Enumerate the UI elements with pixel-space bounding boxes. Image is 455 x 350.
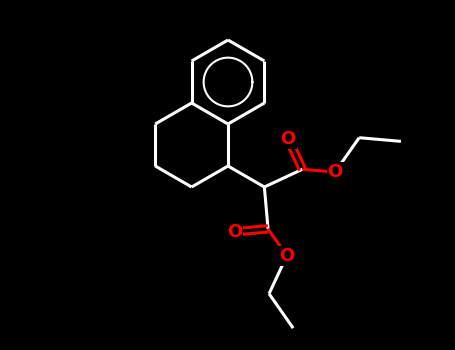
Text: O: O <box>227 223 242 241</box>
Text: O: O <box>328 163 343 181</box>
Text: O: O <box>279 247 294 265</box>
Text: O: O <box>281 130 296 148</box>
